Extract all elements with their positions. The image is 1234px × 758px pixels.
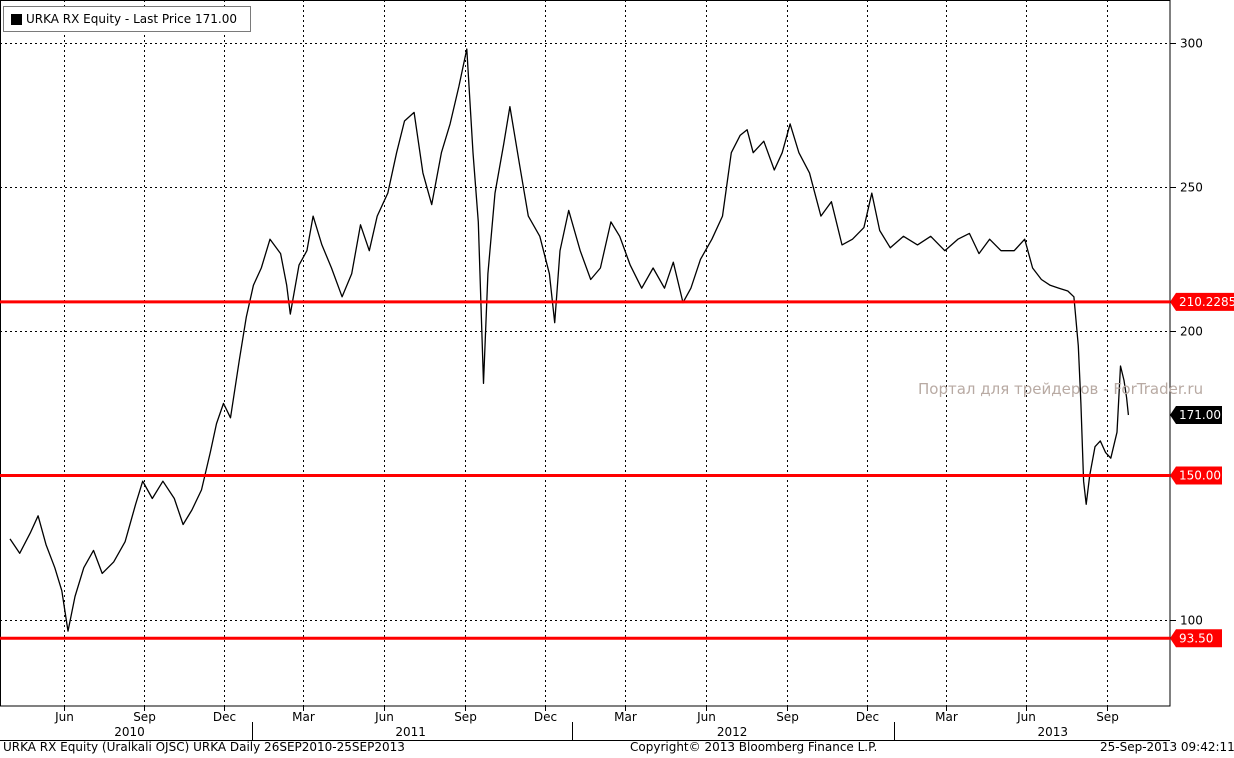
legend-swatch-icon <box>11 13 22 25</box>
x-tick-label: Dec <box>856 710 879 724</box>
year-label: 2011 <box>395 725 426 739</box>
y-tick-label: 100 <box>1180 614 1203 628</box>
last-price-label-bg <box>1170 405 1222 424</box>
chart-legend: URKA RX Equity - Last Price 171.00 <box>3 6 251 32</box>
footer-timestamp: 25-Sep-2013 09:42:11 <box>1100 740 1234 754</box>
y-tick-label: 250 <box>1180 181 1203 195</box>
y-tick-label: 200 <box>1180 325 1203 339</box>
x-tick-label: Sep <box>1096 710 1119 724</box>
x-tick-label: Jun <box>696 710 716 724</box>
level-label-bg <box>1170 629 1222 648</box>
x-tick-label: Mar <box>935 710 958 724</box>
level-label: 210.2285 <box>1179 295 1234 309</box>
year-label: 2010 <box>114 725 145 739</box>
x-tick-label: Jun <box>374 710 394 724</box>
year-label: 2013 <box>1038 725 1069 739</box>
x-tick-label: Sep <box>454 710 477 724</box>
footer-security-info: URKA RX Equity (Uralkali OJSC) URKA Dail… <box>3 740 405 754</box>
legend-label: URKA RX Equity - Last Price 171.00 <box>26 12 237 26</box>
price-series-line <box>9 48 1130 632</box>
x-tick-label: Dec <box>213 710 236 724</box>
x-tick-label: Jun <box>1016 710 1036 724</box>
last-price-label: 171.00 <box>1179 408 1221 422</box>
footer-copyright: Copyright© 2013 Bloomberg Finance L.P. <box>630 740 878 754</box>
x-tick-label: Dec <box>534 710 557 724</box>
year-label: 2012 <box>717 725 748 739</box>
level-label-bg <box>1170 292 1234 311</box>
x-tick-label: Mar <box>614 710 637 724</box>
x-tick-label: Sep <box>776 710 799 724</box>
x-tick-label: Sep <box>133 710 156 724</box>
watermark-text: Портал для трейдеров - ForTrader.ru <box>918 380 1204 398</box>
level-label-bg <box>1170 466 1222 485</box>
y-tick-label: 300 <box>1180 37 1203 51</box>
level-label: 150.00 <box>1179 468 1221 482</box>
x-tick-label: Mar <box>292 710 315 724</box>
x-tick-label: Jun <box>54 710 74 724</box>
plot-area <box>0 0 1171 707</box>
level-label: 93.50 <box>1179 631 1213 645</box>
